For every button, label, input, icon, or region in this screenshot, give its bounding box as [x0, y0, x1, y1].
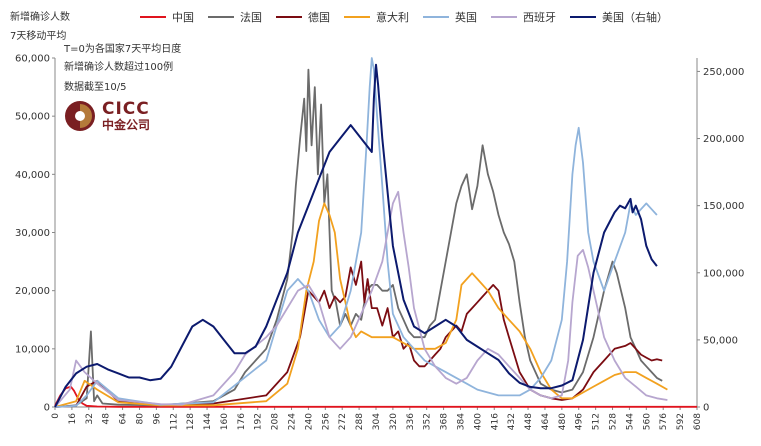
x-tick-label: 80	[135, 413, 145, 425]
legend-label: 英国	[455, 11, 477, 24]
legend-item-germany: 德国	[276, 9, 330, 25]
x-tick-label: 112	[169, 413, 179, 430]
legend-label: 中国	[172, 11, 194, 24]
legend-swatch	[344, 16, 370, 18]
legend-label: 美国（右轴）	[602, 11, 668, 24]
x-tick-label: 544	[625, 413, 635, 430]
x-tick-label: 192	[254, 413, 264, 430]
x-tick-label: 96	[152, 413, 162, 425]
cicc-logo: CICC 中金公司	[64, 100, 150, 132]
series-line-spain	[54, 190, 668, 408]
y-tick-label-right: 200,000	[703, 134, 744, 145]
note-date: 数据截至10/5	[64, 82, 127, 93]
legend-swatch	[423, 16, 449, 18]
x-tick-label: 320	[389, 413, 399, 430]
series-line-china	[54, 385, 697, 408]
y-tick-label-left: 0	[44, 403, 50, 414]
x-tick-label: 160	[220, 413, 230, 430]
x-tick-label: 384	[456, 413, 466, 430]
x-tick-label: 576	[659, 413, 669, 430]
x-tick-label: 256	[321, 413, 331, 430]
legend: 中国 法国 德国 意大利 英国 西班牙 美国（右轴）	[140, 9, 682, 25]
x-tick-label: 288	[355, 413, 365, 430]
legend-swatch	[276, 16, 302, 18]
y-tick-label-right: 150,000	[703, 201, 744, 212]
y-tick-label-left: 40,000	[15, 170, 50, 181]
legend-item-france: 法国	[208, 9, 262, 25]
x-tick-label: 496	[575, 413, 585, 430]
legend-label: 意大利	[376, 11, 409, 24]
legend-label: 德国	[308, 11, 330, 24]
x-tick-label: 592	[676, 413, 686, 430]
series-line-germany	[54, 260, 663, 408]
chart-subtitle: 7天移动平均	[10, 31, 67, 42]
legend-swatch	[570, 16, 596, 18]
y-tick-label-right: 0	[703, 403, 709, 414]
x-tick-label: 240	[304, 413, 314, 430]
y-tick-label-left: 20,000	[15, 286, 50, 297]
x-tick-label: 464	[541, 413, 551, 430]
x-tick-label: 64	[119, 413, 129, 425]
x-tick-label: 512	[592, 413, 602, 430]
y-tick-label-left: 50,000	[15, 112, 50, 123]
legend-item-usa: 美国（右轴）	[570, 9, 668, 25]
y-tick-label-right: 250,000	[703, 67, 744, 78]
x-tick-label: 560	[642, 413, 652, 430]
y-tick-label-right: 100,000	[703, 268, 744, 279]
logo-cn: 中金公司	[102, 117, 151, 132]
x-tick-label: 432	[507, 413, 517, 430]
x-tick-label: 48	[102, 413, 112, 425]
x-tick-label: 224	[288, 413, 298, 430]
x-tick-label: 400	[473, 413, 483, 430]
note-t0: T=0为各国家7天平均日度	[64, 44, 182, 55]
x-tick-label: 304	[372, 413, 382, 430]
x-tick-label: 528	[609, 413, 619, 430]
legend-item-spain: 西班牙	[491, 9, 556, 25]
y-tick-label-left: 60,000	[15, 54, 50, 65]
x-tick-label: 416	[490, 413, 500, 430]
x-tick-label: 272	[338, 413, 348, 430]
legend-item-china: 中国	[140, 9, 194, 25]
series-line-italy	[54, 202, 668, 408]
x-tick-label: 16	[68, 413, 78, 425]
note-threshold: 新增确诊人数超过100例	[64, 62, 174, 73]
x-tick-label: 208	[271, 413, 281, 430]
x-tick-label: 352	[423, 413, 433, 430]
legend-label: 西班牙	[523, 11, 556, 24]
x-tick-label: 480	[558, 413, 568, 430]
y-tick-label-right: 50,000	[703, 335, 738, 346]
x-tick-label: 128	[186, 413, 196, 430]
legend-swatch	[140, 16, 166, 18]
legend-item-italy: 意大利	[344, 9, 409, 25]
x-tick-label: 0	[51, 413, 61, 419]
cicc-logo-icon	[65, 101, 95, 131]
x-tick-label: 336	[406, 413, 416, 430]
legend-swatch	[208, 16, 234, 18]
y-tick-label-left: 30,000	[15, 228, 50, 239]
x-tick-label: 32	[85, 413, 95, 424]
left-axis-title: 新增确诊人数	[10, 12, 70, 23]
x-tick-label: 608	[693, 413, 703, 430]
y-tick-label-left: 10,000	[15, 344, 50, 355]
legend-item-uk: 英国	[423, 9, 477, 25]
x-tick-label: 176	[237, 413, 247, 430]
x-tick-label: 144	[203, 413, 213, 430]
logo-name: CICC	[102, 98, 150, 119]
x-tick-label: 448	[524, 413, 534, 430]
legend-label: 法国	[240, 11, 262, 24]
legend-swatch	[491, 16, 517, 18]
x-tick-label: 368	[440, 413, 450, 430]
